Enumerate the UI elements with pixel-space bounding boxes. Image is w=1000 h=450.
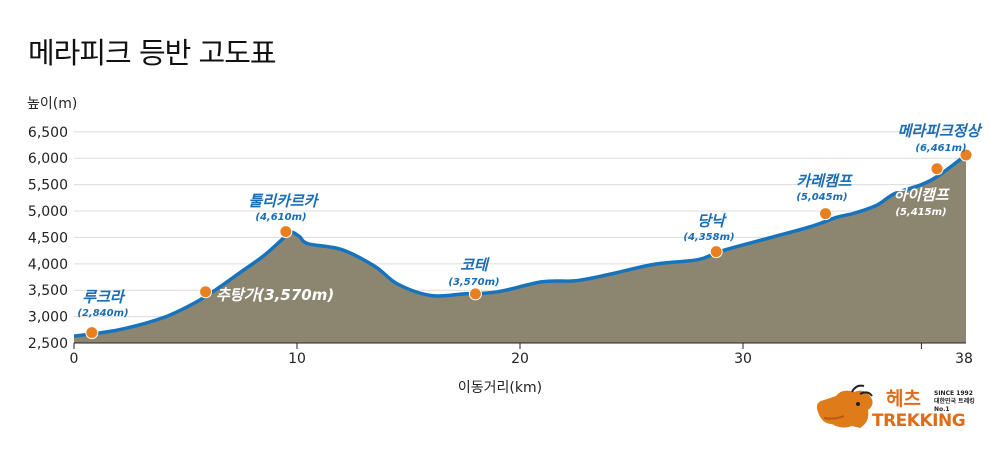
logo-brand: TREKKING xyxy=(872,411,966,431)
waypoint-name: 메라피크정상 xyxy=(898,122,983,140)
x-tick-label: 30 xyxy=(734,351,752,367)
waypoint-name: 하이캠프 xyxy=(893,186,950,204)
y-tick-label: 6,000 xyxy=(28,151,68,167)
waypoint-marker xyxy=(959,148,973,162)
elevation-area xyxy=(74,155,966,343)
y-tick-label: 2,500 xyxy=(28,336,68,352)
x-tick-label: 0 xyxy=(70,351,79,367)
waypoint-elevation: (6,461m) xyxy=(915,143,966,154)
logo-since: SINCE 1992 xyxy=(934,390,973,397)
y-tick-label: 4,500 xyxy=(28,230,68,246)
waypoint-marker xyxy=(819,207,833,221)
waypoint-elevation: (5,415m) xyxy=(895,207,946,218)
waypoint-name: 추탕가(3,570m) xyxy=(216,286,334,304)
waypoint-elevation: (4,358m) xyxy=(683,232,734,243)
y-tick-label: 4,000 xyxy=(28,257,68,273)
y-tick-label: 3,000 xyxy=(28,310,68,326)
bull-logo-icon xyxy=(816,384,873,428)
logo-tagline: SINCE 1992 대한민국 트레킹 No.1 xyxy=(934,390,982,414)
waypoint-name: 당낙 xyxy=(697,212,727,230)
x-tick-label: 20 xyxy=(511,351,529,367)
waypoint-elevation: (5,045m) xyxy=(796,192,847,203)
waypoint-name: 카레캠프 xyxy=(796,172,853,190)
waypoint-marker xyxy=(85,326,99,340)
waypoint-marker xyxy=(468,287,482,301)
x-tick-label: 38 xyxy=(955,351,973,367)
waypoint-name: 코테 xyxy=(460,256,490,274)
page-title: 메라피크 등반 고도표 xyxy=(28,36,277,70)
y-axis-label: 높이(m) xyxy=(27,96,78,112)
y-tick-label: 5,000 xyxy=(28,204,68,220)
waypoint-marker xyxy=(199,285,213,299)
waypoint-name: 루크라 xyxy=(82,288,126,306)
waypoint-elevation: (2,840m) xyxy=(77,308,128,319)
waypoint-marker xyxy=(279,225,293,239)
waypoint-elevation: (3,570m) xyxy=(448,277,499,288)
trekking-logo: 헤츠 SINCE 1992 대한민국 트레킹 No.1 TREKKING xyxy=(812,382,982,434)
y-tick-label: 3,500 xyxy=(28,283,68,299)
waypoint-elevation: (4,610m) xyxy=(255,212,306,223)
logo-tagline-text: 대한민국 트레킹 No.1 xyxy=(934,398,975,413)
waypoint-name: 툴리카르카 xyxy=(248,192,319,210)
x-axis-label: 이동거리(km) xyxy=(457,380,543,396)
waypoint-marker xyxy=(930,162,944,176)
y-tick-label: 5,500 xyxy=(28,178,68,194)
x-tick-label: 10 xyxy=(288,351,306,367)
logo-title: 헤츠 xyxy=(886,388,921,410)
waypoint-marker xyxy=(709,245,723,259)
y-tick-label: 6,500 xyxy=(28,125,68,141)
